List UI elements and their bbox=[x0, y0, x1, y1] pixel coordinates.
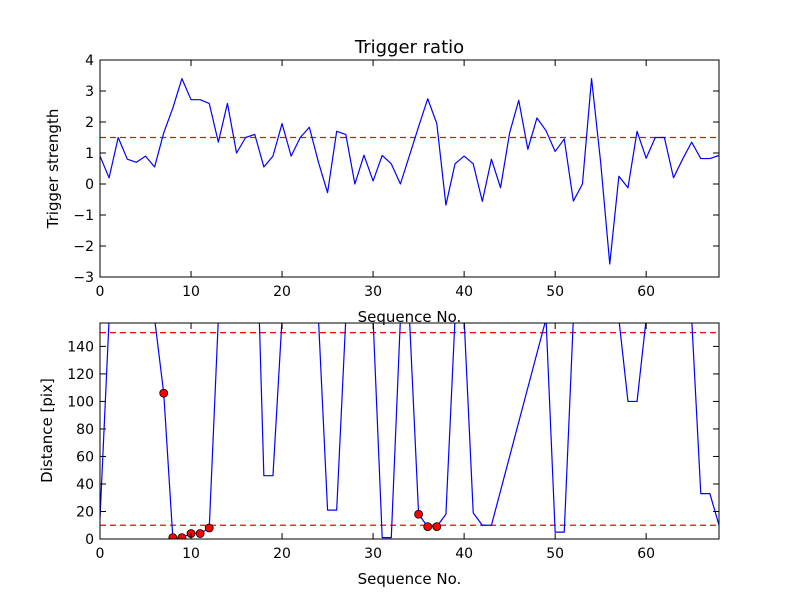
x-tick-label: 40 bbox=[455, 546, 473, 562]
data-point bbox=[204, 523, 214, 533]
x-tick-label: 50 bbox=[546, 546, 564, 562]
y-tick-label: 20 bbox=[76, 504, 94, 520]
x-axis-label: Sequence No. bbox=[358, 308, 462, 326]
x-tick-label: 10 bbox=[182, 284, 200, 300]
data-point bbox=[432, 522, 442, 532]
x-tick-label: 10 bbox=[182, 546, 200, 562]
chart-title: Trigger ratio bbox=[354, 37, 464, 58]
y-tick-label: 60 bbox=[76, 449, 94, 465]
data-point bbox=[168, 533, 178, 539]
y-tick-label: 3 bbox=[85, 84, 94, 100]
x-tick-label: 60 bbox=[637, 546, 655, 562]
x-tick-label: 50 bbox=[546, 284, 564, 300]
data-point bbox=[159, 388, 169, 398]
y-tick-label: 2 bbox=[85, 115, 94, 131]
x-axis-label: Sequence No. bbox=[358, 570, 462, 588]
x-tick-label: 20 bbox=[273, 546, 291, 562]
y-axis-label: Distance [pix] bbox=[38, 378, 56, 483]
y-axis-label: Trigger strength bbox=[44, 109, 62, 230]
plot-frame bbox=[99, 322, 720, 540]
y-tick-label: 4 bbox=[85, 53, 94, 69]
y-tick-label: 80 bbox=[76, 422, 94, 438]
data-point bbox=[177, 533, 187, 539]
y-tick-label: 40 bbox=[76, 477, 94, 493]
y-tick-label: −1 bbox=[73, 208, 94, 224]
plot-frame bbox=[99, 59, 720, 278]
x-tick-label: 20 bbox=[273, 284, 291, 300]
x-tick-label: 60 bbox=[637, 284, 655, 300]
distance-panel: Sequence No. Distance [pix] 0 10 20 30 40 50 6… bbox=[38, 322, 720, 588]
y-tick-label: 120 bbox=[67, 367, 94, 383]
x-tick-label: 30 bbox=[364, 284, 382, 300]
y-tick-label: 0 bbox=[85, 532, 94, 548]
x-tick-label: 0 bbox=[96, 284, 105, 300]
data-point bbox=[423, 522, 433, 532]
series-line bbox=[100, 77, 719, 265]
plot-area bbox=[100, 77, 719, 265]
x-tick-label: 0 bbox=[96, 546, 105, 562]
y-tick-label: −2 bbox=[73, 239, 94, 255]
y-tick-label: 140 bbox=[67, 339, 94, 355]
x-tick-label: 40 bbox=[455, 284, 473, 300]
plot-area bbox=[100, 323, 719, 539]
x-tick-label: 30 bbox=[364, 546, 382, 562]
data-point bbox=[414, 509, 424, 519]
y-tick-label: 1 bbox=[85, 146, 94, 162]
y-tick-label: 0 bbox=[85, 177, 94, 193]
trigger-ratio-panel: Trigger ratio Sequence No. Trigger stren… bbox=[44, 37, 720, 326]
y-tick-label: 100 bbox=[67, 394, 94, 410]
y-tick-label: −3 bbox=[73, 270, 94, 286]
data-point bbox=[195, 529, 205, 538]
